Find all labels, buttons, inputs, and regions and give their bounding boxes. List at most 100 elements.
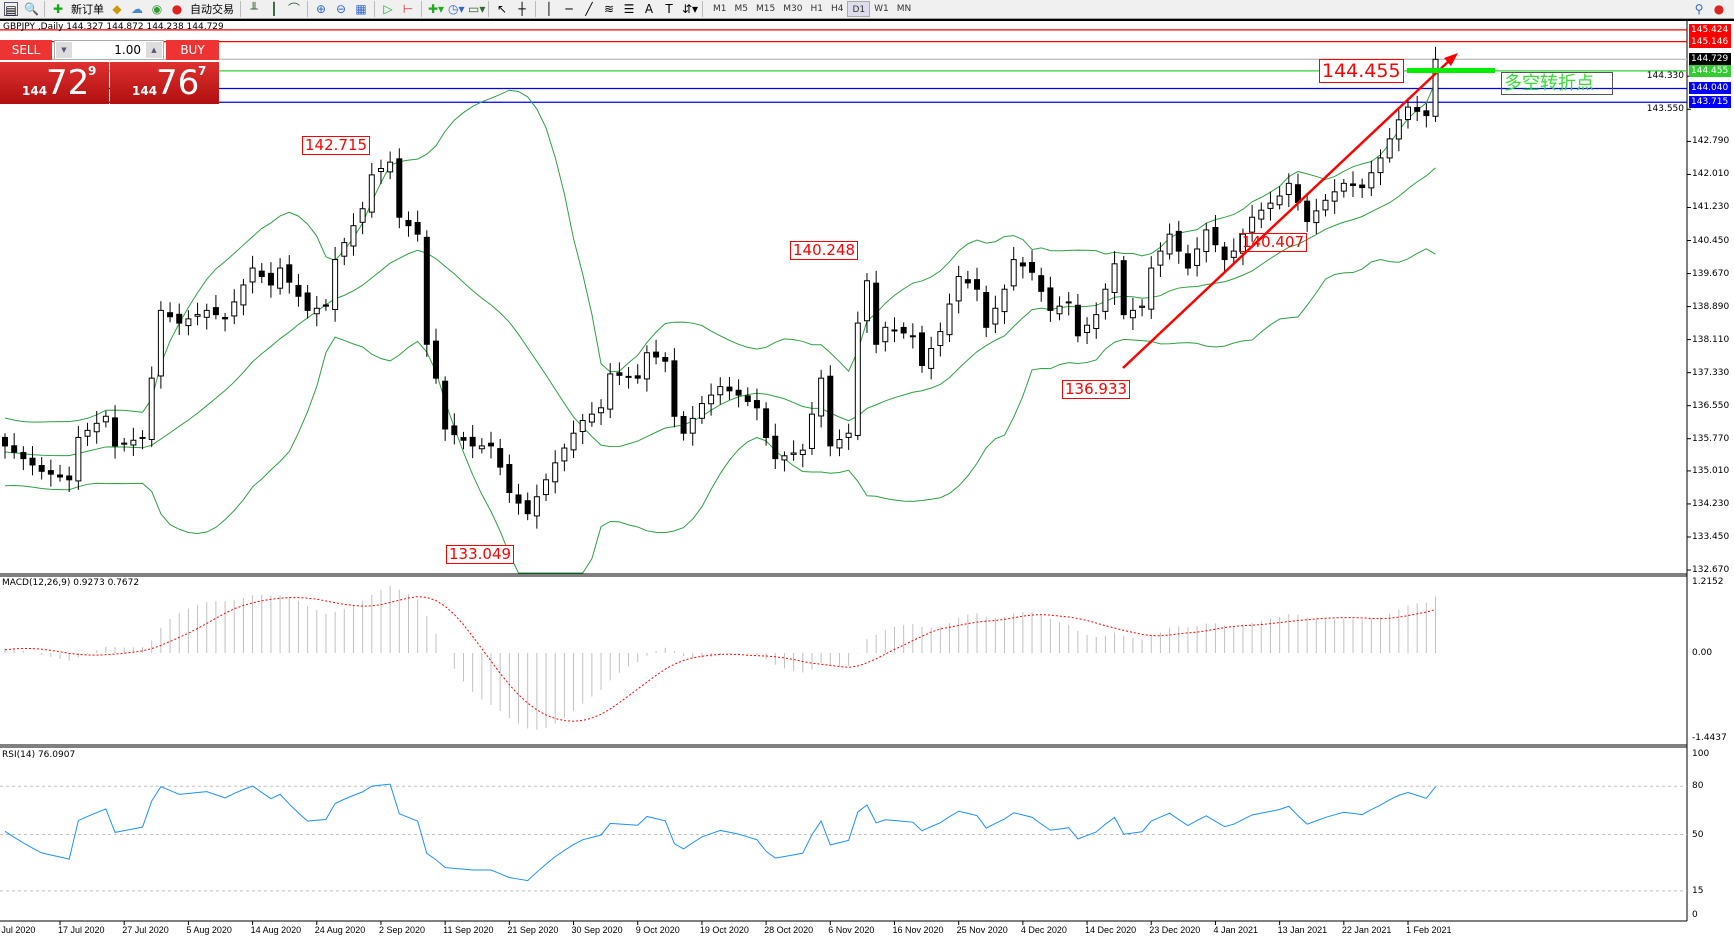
horizontal-line-icon[interactable]: ─ <box>565 2 573 16</box>
candle-body <box>974 279 981 290</box>
candle-body <box>698 403 705 419</box>
candlestick-icon[interactable]: ┃ <box>270 2 278 16</box>
auto-trading-button[interactable]: 自动交易 <box>190 3 234 16</box>
timeframe-m5[interactable]: M5 <box>734 4 749 14</box>
periods-icon[interactable]: ◷▾ <box>448 2 465 16</box>
candle-body <box>112 417 119 447</box>
zoom-out-icon[interactable]: ⊖ <box>335 2 347 16</box>
timeframe-h4[interactable]: H4 <box>830 4 844 14</box>
candle-body <box>1285 182 1292 196</box>
date-label: 23 Dec 2020 <box>1149 925 1201 935</box>
bollinger-middle-band <box>4 167 1436 457</box>
pivot-price-label[interactable]: 144.455 <box>1319 59 1404 83</box>
candle-body <box>533 496 540 517</box>
candle-body <box>240 284 247 306</box>
lot-size-stepper[interactable]: ▼ 1.00 ▲ <box>54 40 164 60</box>
candle-body <box>194 314 201 317</box>
lot-decrease-button[interactable]: ▼ <box>56 42 72 58</box>
candle-body <box>1102 288 1109 312</box>
market-icon[interactable]: ◉ <box>151 2 163 16</box>
zoom-search-icon[interactable]: 🔍 <box>24 2 39 16</box>
trendline-icon[interactable]: ╱ <box>585 2 593 16</box>
annotation-label[interactable]: 140.407 <box>1239 233 1308 252</box>
candle-body <box>689 417 696 434</box>
fibonacci-icon[interactable]: ≋ <box>603 2 615 16</box>
candle-body <box>955 276 962 302</box>
search-icon[interactable]: ⚲ <box>1694 2 1704 16</box>
candle-body <box>1203 229 1210 252</box>
candle-body <box>588 413 595 423</box>
bar-chart-icon[interactable]: ╨ <box>250 2 258 16</box>
price-level-tag: 145.146 <box>1689 35 1731 48</box>
candle-body <box>258 270 265 278</box>
window-icon[interactable]: ▤ <box>4 2 18 17</box>
timeframe-mn[interactable]: MN <box>896 4 912 14</box>
candle-body <box>1166 233 1173 255</box>
lot-increase-button[interactable]: ▲ <box>146 42 162 58</box>
chart-header: GBPJPY ,Daily 144.327 144.872 144.238 14… <box>3 22 224 32</box>
price-tick-label: 141.230 <box>1692 202 1730 213</box>
candle-body <box>469 436 476 447</box>
tile-windows-icon[interactable]: ▦ <box>355 2 367 16</box>
candle-body <box>396 158 403 218</box>
sell-price[interactable]: 144 72 9 <box>0 62 109 104</box>
candle-body <box>1019 262 1026 267</box>
metaeditor-icon[interactable]: ◆ <box>112 2 122 16</box>
candle-body <box>827 375 834 447</box>
annotation-label[interactable]: 133.049 <box>446 545 515 564</box>
signals-icon[interactable]: ☁ <box>131 2 143 16</box>
timeframe-m1[interactable]: M1 <box>713 4 727 14</box>
candle-body <box>1267 202 1274 209</box>
fibo-fan-icon[interactable]: ☰ <box>623 2 635 16</box>
candle-body <box>148 377 155 441</box>
candle-body <box>130 439 137 446</box>
candle-body <box>304 292 311 311</box>
templates-icon[interactable]: ▭▾ <box>468 2 486 16</box>
line-chart-icon[interactable]: ⌒ <box>287 2 300 16</box>
arrows-icon[interactable]: ⇵▾ <box>682 2 699 16</box>
notification-icon[interactable]: ● <box>1713 2 1725 16</box>
timeframe-w1[interactable]: W1 <box>874 4 889 14</box>
indicators-icon[interactable]: ✚▾ <box>428 2 445 16</box>
candle-body <box>616 372 623 376</box>
candle-body <box>1129 309 1136 319</box>
chart-shift-icon[interactable]: ⊢ <box>402 2 414 16</box>
vertical-line-icon[interactable]: │ <box>545 2 553 16</box>
candle-body <box>377 168 384 173</box>
rsi-tick-label: 15 <box>1692 885 1704 896</box>
buy-button[interactable]: BUY <box>166 40 219 60</box>
candle-body <box>1029 262 1036 273</box>
candle-body <box>277 267 284 289</box>
annotation-label[interactable]: 140.248 <box>790 241 859 260</box>
buy-price[interactable]: 144 76 7 <box>110 62 219 104</box>
pivot-note-label[interactable]: 多空转折点 <box>1501 72 1613 95</box>
candle-body <box>1111 263 1118 293</box>
timeframe-m30[interactable]: M30 <box>783 4 803 14</box>
annotation-label[interactable]: 142.715 <box>302 136 371 155</box>
sell-button[interactable]: SELL <box>0 40 52 60</box>
date-label: 27 Jul 2020 <box>122 925 169 935</box>
new-order-button[interactable]: 新订单 <box>71 3 104 16</box>
rsi-tick-label: 80 <box>1692 781 1704 792</box>
candle-body <box>1010 259 1017 287</box>
crosshair-icon[interactable]: ┼ <box>518 2 526 16</box>
candle-body <box>1239 233 1246 254</box>
lot-size-input[interactable]: 1.00 <box>114 43 141 57</box>
cursor-icon[interactable]: ↖ <box>496 2 508 16</box>
candle-body <box>267 272 274 286</box>
text-icon[interactable]: A <box>644 2 654 16</box>
text-label-icon[interactable]: T <box>665 2 673 16</box>
timeframe-d1[interactable]: D1 <box>847 1 871 17</box>
separator <box>240 1 241 17</box>
candle-body <box>423 236 430 345</box>
annotation-label[interactable]: 136.933 <box>1062 380 1131 399</box>
timeframe-h1[interactable]: H1 <box>810 4 823 14</box>
zoom-in-icon[interactable]: ⊕ <box>315 2 327 16</box>
timeframe-m15[interactable]: M15 <box>756 4 776 14</box>
candle-body <box>350 225 357 247</box>
autoscroll-icon[interactable]: ▷ <box>383 2 393 16</box>
candle-body <box>1258 209 1265 220</box>
candle-body <box>1001 288 1008 313</box>
candle-body <box>451 425 458 436</box>
